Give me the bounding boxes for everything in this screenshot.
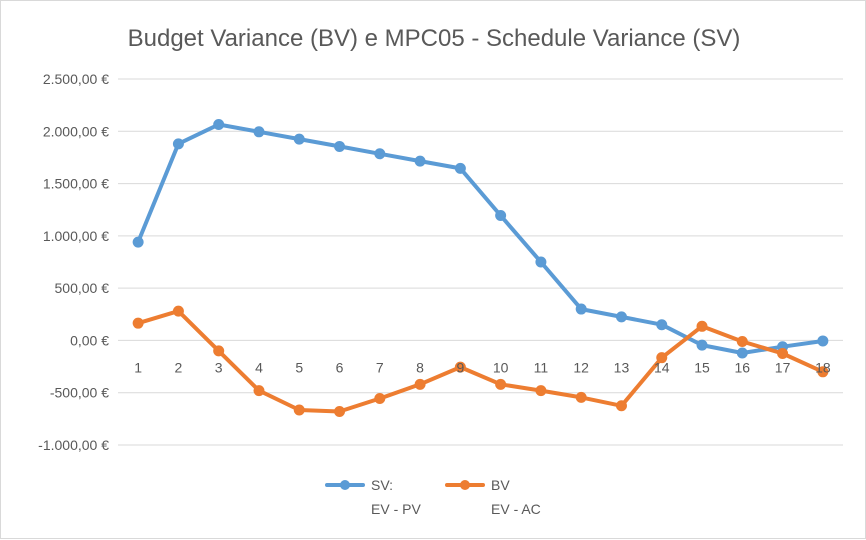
- data-point: [414, 155, 426, 167]
- x-tick-label: 13: [614, 359, 630, 375]
- legend-label: BV: [491, 477, 510, 493]
- series-1: [132, 118, 829, 359]
- x-tick-label: 16: [735, 359, 751, 375]
- x-tick-label: 18: [815, 359, 831, 375]
- data-point: [535, 385, 547, 397]
- data-point: [656, 319, 668, 331]
- x-tick-label: 1: [134, 359, 142, 375]
- x-tick-label: 2: [175, 359, 183, 375]
- legend-label-formula: EV - AC: [491, 501, 541, 517]
- data-point: [213, 345, 225, 357]
- data-point: [736, 347, 748, 359]
- data-point: [374, 392, 386, 404]
- data-point: [575, 303, 587, 315]
- data-point: [454, 162, 466, 174]
- data-point: [777, 348, 789, 359]
- y-tick-label: 2.000,00 €: [43, 123, 109, 139]
- x-tick-label: 8: [416, 359, 424, 375]
- data-point: [334, 140, 346, 152]
- x-tick-label: 6: [336, 359, 344, 375]
- data-point: [656, 352, 668, 364]
- x-tick-label: 12: [573, 359, 589, 375]
- x-tick-label: 17: [775, 359, 791, 375]
- legend-label-formula: EV - PV: [371, 501, 421, 517]
- y-axis-tick-labels: 2.500,00 € 2.000,00 € 1.500,00 € 1.000,00 €…: [38, 71, 109, 453]
- data-point: [414, 378, 426, 390]
- y-tick-label: 2.500,00 €: [43, 71, 109, 87]
- data-point: [817, 366, 829, 378]
- data-point: [615, 311, 627, 323]
- legend-item: BV EV - AC: [445, 477, 541, 517]
- x-tick-label: 10: [493, 359, 509, 375]
- series-2: [132, 305, 829, 418]
- x-tick-label: 9: [456, 359, 464, 375]
- data-point: [495, 378, 507, 390]
- y-tick-label: -1.000,00 €: [38, 437, 109, 453]
- legend-label: SV:: [371, 477, 393, 493]
- x-tick-label: 15: [694, 359, 710, 375]
- data-point: [495, 209, 507, 221]
- data-point: [575, 391, 587, 403]
- y-tick-label: 0,00 €: [70, 332, 109, 348]
- y-tick-label: 1.500,00 €: [43, 176, 109, 192]
- data-point: [132, 236, 144, 248]
- series-lines: [132, 118, 829, 418]
- data-point: [172, 305, 184, 317]
- legend-swatch-marker: [340, 480, 350, 490]
- data-point: [253, 385, 265, 397]
- gridlines: [118, 78, 843, 446]
- series-line: [136, 309, 825, 414]
- data-point: [736, 335, 748, 347]
- data-point: [535, 256, 547, 268]
- chart-title: Budget Variance (BV) e MPC05 - Schedule …: [128, 25, 741, 52]
- legend: SV: EV - PV BV EV - AC: [325, 477, 541, 517]
- y-tick-label: -500,00 €: [50, 385, 109, 401]
- series-line: [136, 122, 825, 355]
- data-point: [817, 335, 829, 347]
- data-point: [293, 133, 305, 145]
- data-point: [213, 118, 225, 130]
- data-point: [454, 361, 466, 373]
- legend-item: SV: EV - PV: [325, 477, 421, 517]
- data-point: [172, 138, 184, 150]
- data-point: [374, 148, 386, 160]
- data-point: [696, 339, 708, 351]
- x-tick-label: 11: [534, 359, 549, 375]
- x-tick-label: 7: [376, 359, 384, 375]
- x-axis-tick-labels: 1 2 3 4 5 6 7 8 9 10 11 12 13 14 15 16 17 18: [134, 359, 831, 375]
- data-point: [253, 126, 265, 138]
- x-tick-label: 14: [654, 359, 670, 375]
- data-point: [615, 400, 627, 412]
- data-point: [334, 406, 346, 418]
- y-tick-label: 1.000,00 €: [43, 228, 109, 244]
- y-tick-label: 500,00 €: [55, 280, 110, 296]
- data-point: [132, 317, 144, 329]
- x-tick-label: 4: [255, 359, 263, 375]
- data-point: [696, 320, 708, 332]
- legend-swatch-marker: [460, 480, 470, 490]
- x-tick-label: 5: [295, 359, 303, 375]
- data-point: [293, 404, 305, 416]
- x-tick-label: 3: [215, 359, 223, 375]
